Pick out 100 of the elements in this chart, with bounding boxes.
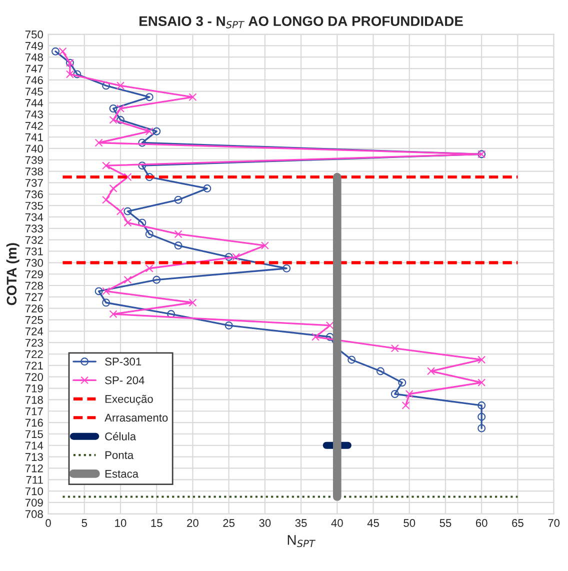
y-tick-label: 724 <box>25 327 44 336</box>
x-tick-label: 40 <box>331 519 343 527</box>
point <box>174 242 182 250</box>
y-tick-label: 748 <box>25 53 43 62</box>
point <box>390 390 399 398</box>
y-tick-label: 738 <box>25 168 43 176</box>
y-tick-label: 750 <box>25 30 43 38</box>
y-tick-label: 743 <box>25 110 43 118</box>
point <box>109 104 118 112</box>
point <box>102 298 110 307</box>
x-tick-label: 20 <box>187 519 198 527</box>
x-tick-label: 10 <box>115 519 126 527</box>
y-tick-label: 718 <box>25 396 43 404</box>
legend-label: Ponta <box>105 451 134 460</box>
y-tick-label: 732 <box>25 236 43 244</box>
legend-label: SP-301 <box>105 358 142 366</box>
x-axis-title: N$_{SPT}$ <box>288 535 316 548</box>
y-tick-label: 734 <box>25 213 44 222</box>
y-tick-label: 709 <box>25 498 43 507</box>
y-tick-label: 739 <box>25 156 43 164</box>
point <box>188 298 197 307</box>
point <box>376 367 384 376</box>
point <box>478 378 486 387</box>
point <box>116 207 124 216</box>
y-tick-label: 714 <box>25 442 44 450</box>
point <box>102 196 110 204</box>
point <box>224 321 233 330</box>
point <box>478 424 486 432</box>
y-tick-label: 733 <box>25 224 43 233</box>
point <box>145 93 154 102</box>
legend-label: SP- 204 <box>105 376 144 384</box>
point <box>116 82 124 90</box>
point <box>152 276 161 284</box>
point <box>102 162 110 170</box>
point <box>188 93 197 102</box>
x-tick-label: 25 <box>223 519 235 527</box>
point <box>224 252 233 261</box>
x-tick-label: 15 <box>151 519 162 527</box>
legend-label: Arrasamento <box>104 414 168 422</box>
y-tick-label: 742 <box>25 122 43 130</box>
point <box>138 162 146 170</box>
point <box>116 104 124 112</box>
point <box>138 218 146 227</box>
x-tick-label: 50 <box>404 519 416 527</box>
point <box>124 173 132 181</box>
y-tick-label: 719 <box>25 384 43 392</box>
y-tick-label: 712 <box>25 464 43 472</box>
y-tick-label: 717 <box>25 408 43 416</box>
x-tick-label: 55 <box>440 519 452 527</box>
point <box>124 276 132 284</box>
y-tick-label: 711 <box>26 476 43 484</box>
x-tick-label: 5 <box>82 519 88 527</box>
point <box>282 264 291 272</box>
legend-label: Célula <box>105 432 136 440</box>
y-tick-label: 729 <box>25 270 43 278</box>
y-tick-label: 731 <box>25 248 43 256</box>
chart-title: ENSAIO 3 - N$_{SPT}$ AO LONGO DA PROFUNDIDADE <box>140 16 463 28</box>
point <box>102 82 110 90</box>
y-tick-label: 725 <box>25 316 43 324</box>
point <box>232 252 240 261</box>
legend-label: Execução <box>105 394 153 406</box>
x-tick-label: 60 <box>476 519 488 527</box>
point <box>124 218 132 227</box>
y-tick-label: 749 <box>25 42 43 50</box>
point <box>124 207 132 216</box>
point <box>102 287 110 296</box>
y-tick-label: 737 <box>25 178 43 187</box>
point <box>390 344 399 352</box>
x-tick-label: 45 <box>367 519 379 527</box>
x-tick-label: 70 <box>548 519 560 527</box>
y-tick-label: 727 <box>25 293 43 301</box>
point <box>311 332 320 341</box>
point <box>94 287 103 296</box>
y-tick-label: 721 <box>25 362 43 370</box>
point <box>260 242 269 250</box>
y-tick-label: 736 <box>25 190 43 198</box>
point <box>52 47 60 56</box>
point <box>405 390 414 398</box>
x-tick-label: 0 <box>46 519 51 527</box>
x-tick-label: 30 <box>259 519 271 527</box>
y-tick-label: 746 <box>25 76 43 84</box>
y-tick-label: 708 <box>25 510 43 518</box>
point <box>109 116 118 124</box>
point <box>478 356 486 364</box>
point <box>174 196 182 204</box>
y-tick-label: 740 <box>25 144 43 153</box>
y-tick-label: 728 <box>25 282 43 290</box>
y-tick-label: 722 <box>25 350 43 358</box>
point <box>109 310 118 318</box>
point <box>326 321 334 330</box>
point <box>109 184 118 192</box>
point <box>66 70 74 78</box>
legend-label: Estaca <box>105 470 139 478</box>
y-tick-label: 735 <box>25 202 43 210</box>
y-tick-label: 710 <box>25 487 43 496</box>
point <box>174 230 182 238</box>
y-tick-label: 744 <box>25 99 44 107</box>
point <box>402 401 410 410</box>
point <box>116 116 124 124</box>
y-axis-title: COTA (m) <box>6 243 20 306</box>
